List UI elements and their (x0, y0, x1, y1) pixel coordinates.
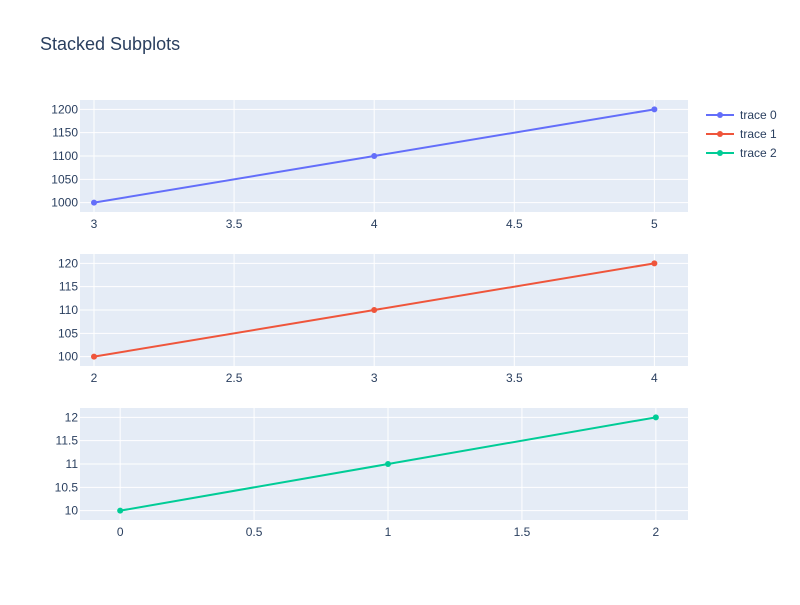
subplot-1-x-tick-label: 4 (371, 217, 378, 231)
subplot-3-y-tick-label: 10.5 (55, 480, 79, 494)
subplot-3-data-point (652, 414, 659, 421)
subplot-1-x-tick-label: 5 (651, 217, 658, 231)
legend: trace 0 trace 1 trace 2 (706, 108, 777, 160)
subplot-2-y-tick-label: 115 (59, 280, 78, 294)
subplot-3-x-tick-label: 1.5 (514, 525, 531, 539)
chart-title: Stacked Subplots (40, 34, 180, 54)
subplot-2-x-tick-label: 3 (371, 371, 378, 385)
legend-marker (717, 150, 723, 156)
subplot-2-data-point (651, 260, 658, 267)
subplot-1-x-tick-label: 3 (91, 217, 98, 231)
subplot-1-data-point (91, 199, 98, 206)
subplot-1-data-point (371, 153, 378, 159)
legend-label: trace 2 (740, 146, 777, 160)
subplot-3-y-tick-label: 10 (65, 504, 79, 518)
subplot-2-x-tick-label: 2 (91, 371, 98, 385)
subplot-3-y-tick-label: 11.5 (56, 434, 79, 448)
legend-label: trace 1 (740, 127, 777, 141)
subplot-1-x-tick-label: 3.5 (226, 217, 243, 231)
subplot-1-y-tick-label: 1150 (52, 126, 78, 140)
subplot-2-x-tick-label: 3.5 (506, 371, 523, 385)
subplot-2: 2 2.5 3 3.5 4 100 105 110 115 120 (58, 254, 688, 385)
legend-marker (717, 112, 723, 118)
subplot-1: 3 3.5 4 4.5 5 1000 1050 1100 1150 1200 (51, 100, 688, 231)
subplot-3-y-tick-label: 12 (65, 410, 79, 424)
subplot-1-y-tick-label: 1050 (51, 172, 78, 186)
subplot-1-y-tick-label: 1200 (51, 102, 78, 116)
subplot-3-x-tick-label: 0.5 (246, 525, 263, 539)
subplot-3-x-tick-label: 0 (117, 525, 124, 539)
subplot-2-y-tick-label: 120 (58, 256, 78, 270)
subplot-1-x-tick-label: 4.5 (506, 217, 523, 231)
subplot-3-x-tick-label: 1 (385, 525, 392, 539)
subplot-2-data-point (371, 307, 378, 313)
subplot-3-x-tick-label: 2 (653, 525, 660, 539)
subplot-3-y-tick-label: 11 (66, 457, 79, 471)
subplot-3-data-point (117, 507, 124, 514)
subplot-3-data-point (385, 461, 392, 467)
subplot-2-data-point (91, 353, 98, 360)
subplot-2-y-tick-label: 105 (58, 326, 78, 340)
subplot-2-x-tick-label: 4 (651, 371, 658, 385)
subplot-2-x-tick-label: 2.5 (226, 371, 243, 385)
subplot-1-data-point (651, 106, 658, 113)
subplot-2-y-tick-label: 100 (58, 350, 78, 364)
subplot-1-y-tick-label: 1000 (51, 196, 78, 210)
legend-marker (717, 131, 723, 137)
subplot-2-y-tick-label: 110 (59, 303, 78, 317)
subplot-1-y-tick-label: 1100 (52, 149, 78, 163)
legend-label: trace 0 (740, 108, 777, 122)
